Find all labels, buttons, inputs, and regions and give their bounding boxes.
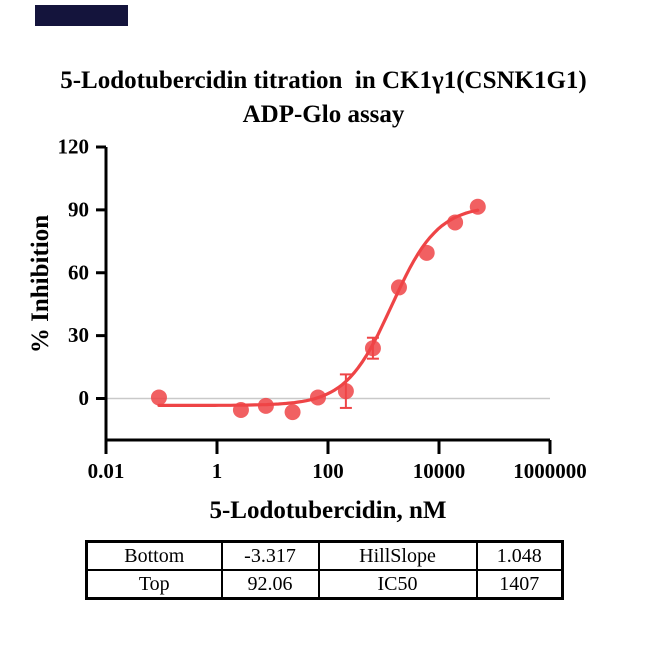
- x-tick-label: 0.01: [88, 459, 125, 483]
- y-tick-label: 90: [68, 197, 89, 221]
- data-point: [390, 279, 407, 296]
- redaction-box: [35, 5, 128, 26]
- param-value: 1.048: [475, 540, 564, 571]
- x-tick-label: 100: [312, 459, 344, 483]
- fit-parameters-table: Bottom -3.317 HillSlope 1.048 Top 92.06 …: [85, 540, 564, 600]
- data-point: [447, 214, 464, 231]
- y-tick-label: 30: [68, 323, 89, 347]
- data-point: [337, 383, 354, 400]
- x-tick-label: 1000000: [513, 459, 587, 483]
- data-point: [150, 389, 167, 406]
- param-name: IC50: [317, 569, 478, 600]
- x-tick-label: 1: [212, 459, 223, 483]
- chart-title: 5-Lodotubercidin titration in CK1γ1(CSNK…: [0, 64, 647, 132]
- data-point: [469, 198, 486, 215]
- param-name: Top: [85, 569, 223, 600]
- param-name: Bottom: [85, 540, 223, 571]
- data-point: [284, 404, 301, 421]
- x-tick-label: 10000: [413, 459, 466, 483]
- data-point: [418, 244, 435, 261]
- data-point: [364, 340, 381, 357]
- y-tick-label: 0: [79, 386, 90, 410]
- param-name: HillSlope: [317, 540, 478, 571]
- table-row: Top 92.06 IC50 1407: [85, 569, 564, 600]
- chart-title-line-2: ADP-Glo assay: [242, 101, 405, 128]
- y-tick-label: 120: [58, 135, 90, 159]
- data-point: [232, 402, 249, 419]
- param-value: -3.317: [220, 540, 320, 571]
- table-row: Bottom -3.317 HillSlope 1.048: [85, 540, 564, 571]
- data-point: [309, 389, 326, 406]
- y-axis-title: % Inhibition: [27, 215, 54, 353]
- y-tick-label: 60: [68, 260, 89, 284]
- param-value: 92.06: [220, 569, 320, 600]
- data-point: [257, 397, 274, 414]
- param-value: 1407: [475, 569, 564, 600]
- fit-curve: [157, 208, 480, 407]
- x-axis-title: 5-Lodotubercidin, nM: [209, 497, 446, 524]
- chart-title-line-1: 5-Lodotubercidin titration in CK1γ1(CSNK…: [60, 67, 587, 94]
